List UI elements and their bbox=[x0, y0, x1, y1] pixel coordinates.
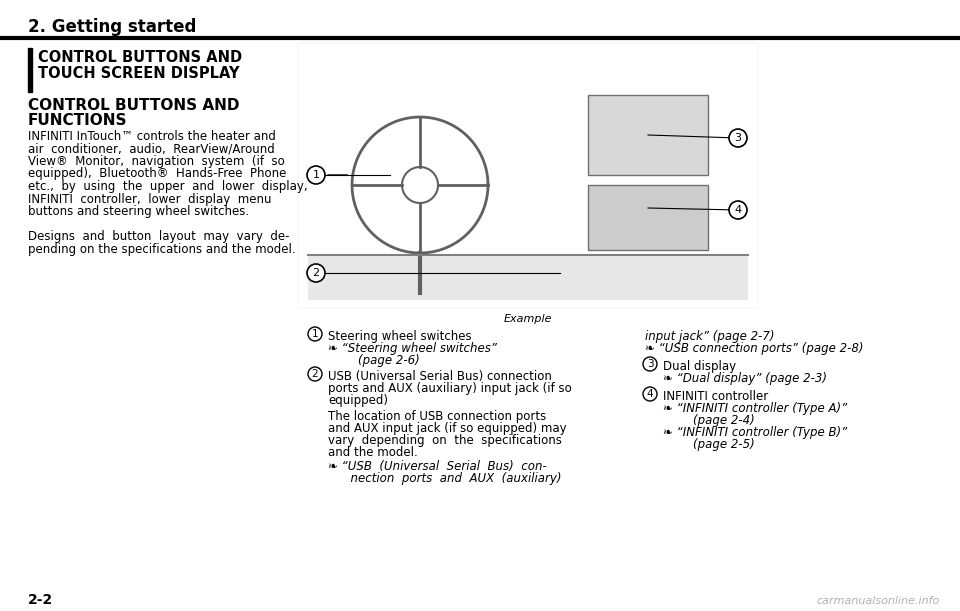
Text: 2. Getting started: 2. Getting started bbox=[28, 18, 197, 36]
Text: and the model.: and the model. bbox=[328, 446, 418, 459]
Text: etc.,  by  using  the  upper  and  lower  display,: etc., by using the upper and lower displ… bbox=[28, 180, 307, 193]
Text: pending on the specifications and the model.: pending on the specifications and the mo… bbox=[28, 243, 296, 255]
Text: equipped),  Bluetooth®  Hands-Free  Phone: equipped), Bluetooth® Hands-Free Phone bbox=[28, 167, 286, 180]
Text: buttons and steering wheel switches.: buttons and steering wheel switches. bbox=[28, 205, 250, 218]
Text: input jack” (page 2-7): input jack” (page 2-7) bbox=[645, 330, 775, 343]
Text: ❧ “INFINITI controller (Type B)”: ❧ “INFINITI controller (Type B)” bbox=[663, 426, 848, 439]
Circle shape bbox=[729, 201, 747, 219]
Text: ❧ “Dual display” (page 2-3): ❧ “Dual display” (page 2-3) bbox=[663, 372, 827, 385]
Text: ❧ “USB connection ports” (page 2-8): ❧ “USB connection ports” (page 2-8) bbox=[645, 342, 863, 355]
Bar bbox=[588, 95, 708, 175]
Text: Dual display: Dual display bbox=[663, 360, 736, 373]
Text: ❧ “USB  (Universal  Serial  Bus)  con-: ❧ “USB (Universal Serial Bus) con- bbox=[328, 460, 547, 473]
Text: Steering wheel switches: Steering wheel switches bbox=[328, 330, 471, 343]
Text: USB (Universal Serial Bus) connection: USB (Universal Serial Bus) connection bbox=[328, 370, 552, 383]
Circle shape bbox=[307, 264, 325, 282]
Text: INFINITI InTouch™ controls the heater and: INFINITI InTouch™ controls the heater an… bbox=[28, 130, 276, 143]
Bar bbox=[28, 48, 32, 92]
Text: nection  ports  and  AUX  (auxiliary): nection ports and AUX (auxiliary) bbox=[328, 472, 562, 485]
Circle shape bbox=[643, 357, 657, 371]
Text: TOUCH SCREEN DISPLAY: TOUCH SCREEN DISPLAY bbox=[38, 66, 239, 81]
Text: (page 2-5): (page 2-5) bbox=[663, 438, 755, 451]
Text: Example: Example bbox=[504, 314, 552, 324]
Text: 4: 4 bbox=[734, 205, 741, 215]
Text: and AUX input jack (if so equipped) may: and AUX input jack (if so equipped) may bbox=[328, 422, 566, 435]
Text: (page 2-4): (page 2-4) bbox=[663, 414, 755, 427]
Text: 2: 2 bbox=[312, 268, 320, 278]
Text: 1: 1 bbox=[312, 329, 319, 339]
Bar bbox=[588, 185, 708, 250]
Circle shape bbox=[308, 327, 322, 341]
Text: ports and AUX (auxiliary) input jack (if so: ports and AUX (auxiliary) input jack (if… bbox=[328, 382, 572, 395]
Text: 3: 3 bbox=[647, 359, 654, 369]
Text: Designs  and  button  layout  may  vary  de-: Designs and button layout may vary de- bbox=[28, 230, 290, 243]
Text: View®  Monitor,  navigation  system  (if  so: View® Monitor, navigation system (if so bbox=[28, 155, 285, 168]
Text: 2-2: 2-2 bbox=[28, 593, 53, 607]
Text: equipped): equipped) bbox=[328, 394, 388, 407]
Text: FUNCTIONS: FUNCTIONS bbox=[28, 113, 128, 128]
Text: 4: 4 bbox=[647, 389, 654, 399]
Bar bbox=[308, 255, 748, 300]
Text: ❧ “Steering wheel switches”: ❧ “Steering wheel switches” bbox=[328, 342, 497, 355]
Text: ❧ “INFINITI controller (Type A)”: ❧ “INFINITI controller (Type A)” bbox=[663, 402, 848, 415]
Bar bbox=[298, 43, 758, 308]
Text: CONTROL BUTTONS AND: CONTROL BUTTONS AND bbox=[28, 98, 239, 113]
Circle shape bbox=[307, 166, 325, 184]
Text: The location of USB connection ports: The location of USB connection ports bbox=[328, 410, 546, 423]
Text: air  conditioner,  audio,  RearView/Around: air conditioner, audio, RearView/Around bbox=[28, 142, 275, 156]
Text: (page 2-6): (page 2-6) bbox=[328, 354, 420, 367]
Text: 2: 2 bbox=[312, 369, 319, 379]
Text: CONTROL BUTTONS AND: CONTROL BUTTONS AND bbox=[38, 50, 242, 65]
Text: vary  depending  on  the  specifications: vary depending on the specifications bbox=[328, 434, 562, 447]
Circle shape bbox=[643, 387, 657, 401]
Text: 3: 3 bbox=[734, 133, 741, 143]
Text: INFINITI  controller,  lower  display  menu: INFINITI controller, lower display menu bbox=[28, 192, 272, 205]
Text: carmanualsonline.info: carmanualsonline.info bbox=[817, 596, 940, 606]
Text: INFINITI controller: INFINITI controller bbox=[663, 390, 768, 403]
Text: 1: 1 bbox=[313, 170, 320, 180]
Circle shape bbox=[729, 129, 747, 147]
Circle shape bbox=[308, 367, 322, 381]
